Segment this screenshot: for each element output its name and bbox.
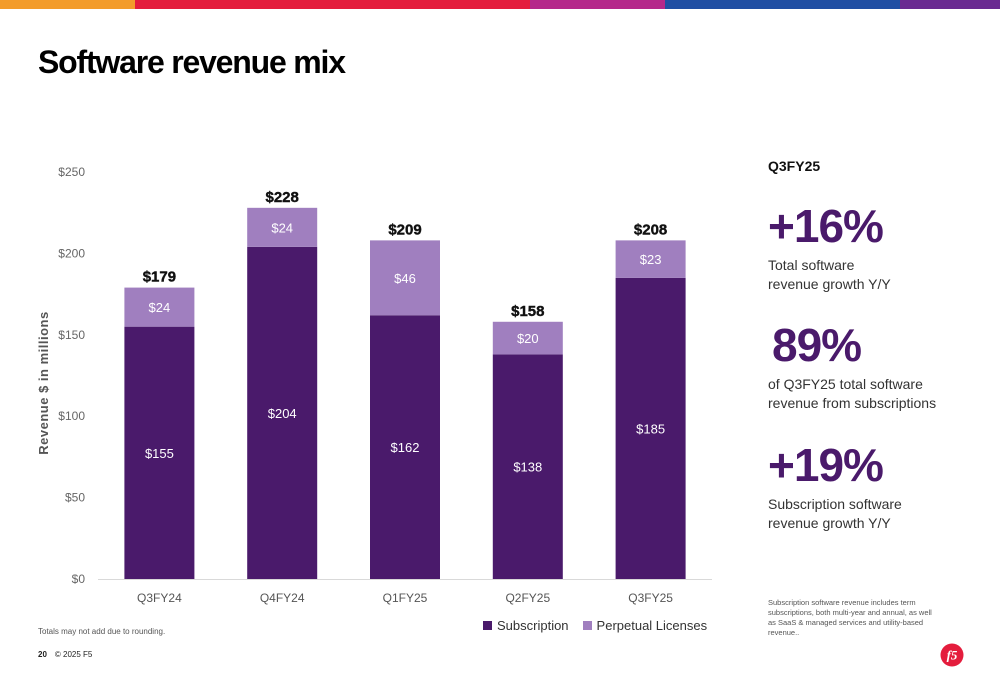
bar-total-label: $228 [266,189,299,206]
page-footer: 20 © 2025 F5 [38,650,92,659]
color-bar-segment [325,0,530,9]
legend-label: Subscription [497,618,569,633]
bar-data-label: $20 [517,331,539,346]
bar-data-label: $138 [513,460,542,475]
kpi-period-label: Q3FY25 [768,158,821,174]
x-tick-label: Q3FY24 [137,591,182,605]
color-bar-segment [135,0,325,9]
bar-perpetual [247,207,318,247]
legend-swatch-subscription [483,621,492,630]
legend-item-perpetual: Perpetual Licenses [582,618,708,633]
y-tick-label: $100 [58,409,85,423]
y-tick-label: $150 [58,328,85,342]
bar-perpetual [615,240,686,278]
bar-data-label: $46 [394,271,416,286]
f5-logo-icon: f5 [940,643,964,667]
kpi-description: of Q3FY25 total software revenue from su… [768,376,937,411]
y-tick-label: $200 [58,246,85,260]
legend-label: Perpetual Licenses [596,618,708,633]
bar-data-label: $162 [391,440,420,455]
kpi-description: Total software revenue growth Y/Y [768,257,891,292]
brand-color-bar [0,0,1000,9]
bar-subscription [492,354,563,579]
bar-total-label: $209 [388,221,421,238]
copyright: © 2025 F5 [54,650,93,659]
bar-data-label: $24 [271,220,293,235]
bar-subscription [247,246,318,579]
y-tick-label: $0 [72,572,86,586]
x-tick-label: Q3FY25 [628,591,673,605]
x-tick-label: Q4FY24 [260,591,305,605]
bar-total-label: $158 [511,303,544,320]
bar-data-label: $185 [636,421,665,436]
bar-data-label: $24 [149,300,171,315]
bar-total-label: $179 [143,269,176,286]
bar-perpetual [124,287,195,327]
kpi-value: +19% [768,439,884,491]
y-tick-label: $50 [65,491,85,505]
bar-data-label: $23 [640,252,662,267]
page-number: 20 [38,650,47,659]
bar-subscription [370,315,440,579]
color-bar-segment [530,0,665,9]
page-title: Software revenue mix [38,44,346,80]
x-tick-label: Q1FY25 [383,591,428,605]
legend-swatch-perpetual [582,621,592,630]
chart-legend: Subscription Perpetual Licenses [483,618,707,633]
legend-item-subscription: Subscription [483,618,569,633]
rounding-note: Totals may not add due to rounding. [38,627,166,636]
logo-text: f5 [947,648,958,663]
bar-data-label: $155 [145,446,174,461]
kpi-value: 89% [772,319,862,371]
color-bar-segment [900,0,1000,9]
bar-data-label: $204 [268,406,297,421]
bar-subscription [615,277,686,579]
x-tick-label: Q2FY25 [505,591,550,605]
color-bar-segment [665,0,900,9]
bar-total-label: $208 [634,221,667,238]
bar-subscription [124,326,195,579]
bar-perpetual [370,240,440,316]
y-tick-label: $250 [58,165,85,179]
color-bar-segment [0,0,135,9]
y-axis-title: Revenue $ in millions [36,311,51,454]
bar-perpetual [492,321,563,355]
kpi-description: Subscription software revenue growth Y/Y [768,496,902,531]
subscription-footnote: Subscription software revenue includes t… [768,598,932,637]
kpi-value: +16% [768,200,884,252]
